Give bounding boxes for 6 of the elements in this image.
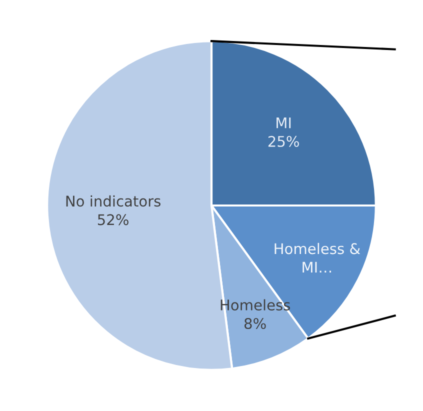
data-label: 8% <box>244 318 266 330</box>
data-label: 25% <box>268 136 299 147</box>
slice-label: Homeless & MI… <box>274 242 360 273</box>
slice-label: MI <box>276 118 291 128</box>
slice-label: No indicators <box>66 195 160 207</box>
data-label: 52% <box>98 214 128 226</box>
